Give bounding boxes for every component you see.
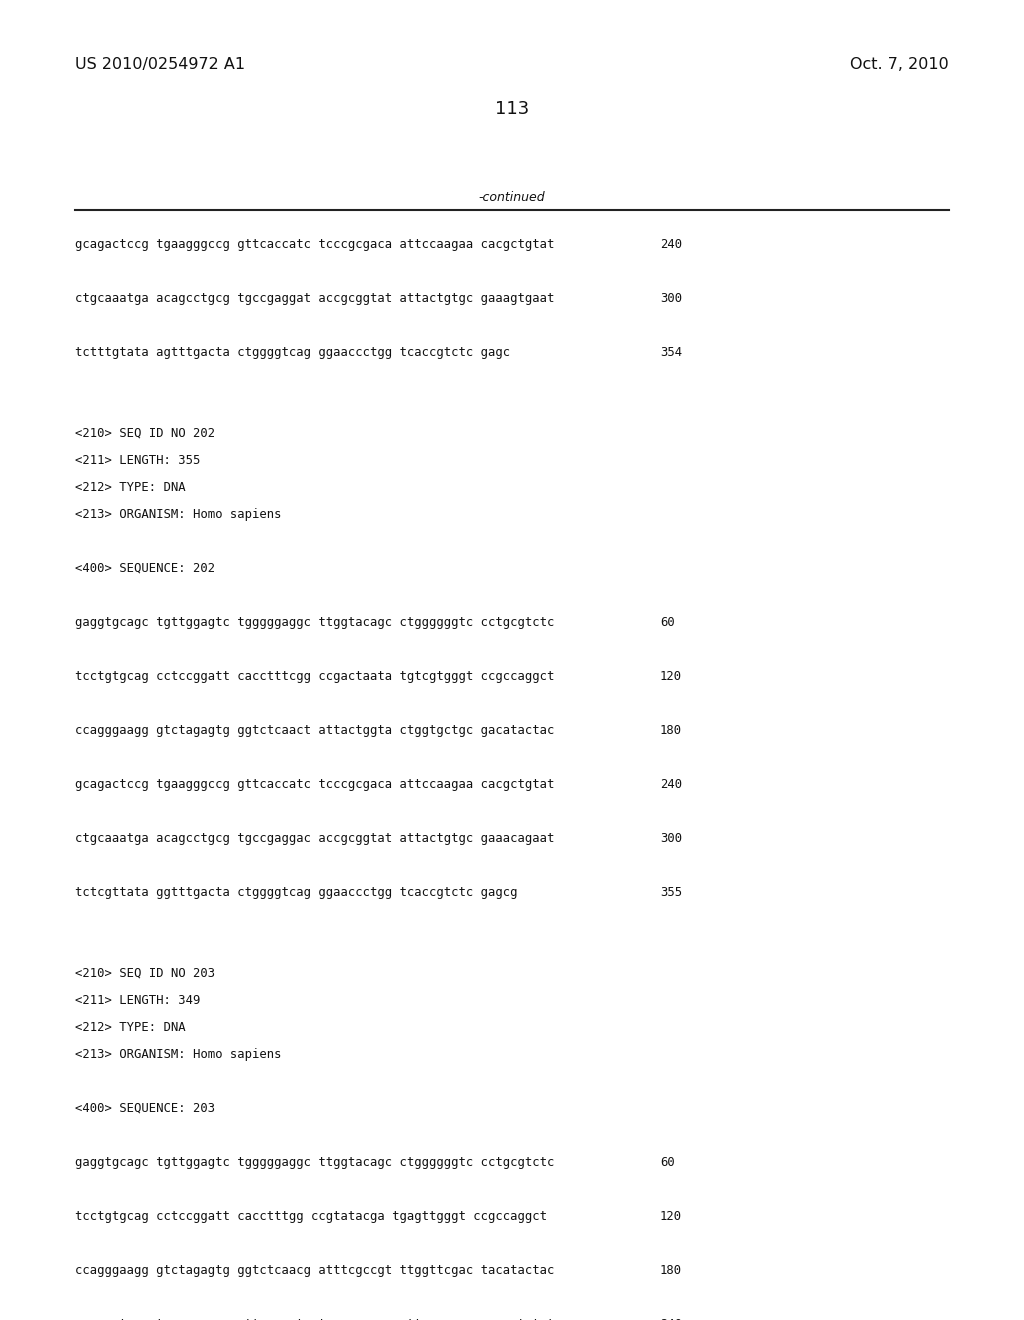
Text: tctttgtata agtttgacta ctggggtcag ggaaccctgg tcaccgtctc gagc: tctttgtata agtttgacta ctggggtcag ggaaccc…: [75, 346, 510, 359]
Text: <213> ORGANISM: Homo sapiens: <213> ORGANISM: Homo sapiens: [75, 1048, 282, 1061]
Text: 180: 180: [660, 723, 682, 737]
Text: gaggtgcagc tgttggagtc tgggggaggc ttggtacagc ctggggggtc cctgcgtctc: gaggtgcagc tgttggagtc tgggggaggc ttggtac…: [75, 616, 554, 630]
Text: 120: 120: [660, 671, 682, 682]
Text: <400> SEQUENCE: 202: <400> SEQUENCE: 202: [75, 562, 215, 576]
Text: <400> SEQUENCE: 203: <400> SEQUENCE: 203: [75, 1102, 215, 1115]
Text: ccagggaagg gtctagagtg ggtctcaacg atttcgccgt ttggttcgac tacatactac: ccagggaagg gtctagagtg ggtctcaacg atttcgc…: [75, 1265, 554, 1276]
Text: gcagactccg tgaagggccg gttcaccatc tcccgcgaca attccaagaa cacgctgtat: gcagactccg tgaagggccg gttcaccatc tcccgcg…: [75, 238, 554, 251]
Text: 180: 180: [660, 1265, 682, 1276]
Text: tcctgtgcag cctccggatt cacctttgg ccgtatacga tgagttgggt ccgccaggct: tcctgtgcag cctccggatt cacctttgg ccgtatac…: [75, 1210, 547, 1224]
Text: 354: 354: [660, 346, 682, 359]
Text: 113: 113: [495, 100, 529, 117]
Text: ccagggaagg gtctagagtg ggtctcaact attactggta ctggtgctgc gacatactac: ccagggaagg gtctagagtg ggtctcaact attactg…: [75, 723, 554, 737]
Text: 60: 60: [660, 1156, 675, 1170]
Text: 355: 355: [660, 886, 682, 899]
Text: gcagactccg tgaagggccg gttcaccatc tcccgcgaca attccaagaa cacgctgtat: gcagactccg tgaagggccg gttcaccatc tcccgcg…: [75, 777, 554, 791]
Text: <211> LENGTH: 355: <211> LENGTH: 355: [75, 454, 201, 467]
Text: US 2010/0254972 A1: US 2010/0254972 A1: [75, 57, 245, 73]
Text: tcctgtgcag cctccggatt cacctttcgg ccgactaata tgtcgtgggt ccgccaggct: tcctgtgcag cctccggatt cacctttcgg ccgacta…: [75, 671, 554, 682]
Text: gaggtgcagc tgttggagtc tgggggaggc ttggtacagc ctggggggtc cctgcgtctc: gaggtgcagc tgttggagtc tgggggaggc ttggtac…: [75, 1156, 554, 1170]
Text: <212> TYPE: DNA: <212> TYPE: DNA: [75, 480, 185, 494]
Text: ctgcaaatga acagcctgcg tgccgaggat accgcggtat attactgtgc gaaagtgaat: ctgcaaatga acagcctgcg tgccgaggat accgcgg…: [75, 292, 554, 305]
Text: 240: 240: [660, 1317, 682, 1320]
Text: 120: 120: [660, 1210, 682, 1224]
Text: <211> LENGTH: 349: <211> LENGTH: 349: [75, 994, 201, 1007]
Text: 240: 240: [660, 777, 682, 791]
Text: 300: 300: [660, 832, 682, 845]
Text: 240: 240: [660, 238, 682, 251]
Text: -continued: -continued: [478, 191, 546, 205]
Text: <213> ORGANISM: Homo sapiens: <213> ORGANISM: Homo sapiens: [75, 508, 282, 521]
Text: gcagactccg tgaagggccg gttcaccatc tcccgcgaca attccaagaa cacgctgtat: gcagactccg tgaagggccg gttcaccatc tcccgcg…: [75, 1317, 554, 1320]
Text: tctcgttata ggtttgacta ctggggtcag ggaaccctgg tcaccgtctc gagcg: tctcgttata ggtttgacta ctggggtcag ggaaccc…: [75, 886, 517, 899]
Text: 60: 60: [660, 616, 675, 630]
Text: <210> SEQ ID NO 202: <210> SEQ ID NO 202: [75, 426, 215, 440]
Text: ctgcaaatga acagcctgcg tgccgaggac accgcggtat attactgtgc gaaacagaat: ctgcaaatga acagcctgcg tgccgaggac accgcgg…: [75, 832, 554, 845]
Text: <212> TYPE: DNA: <212> TYPE: DNA: [75, 1020, 185, 1034]
Text: 300: 300: [660, 292, 682, 305]
Text: Oct. 7, 2010: Oct. 7, 2010: [850, 57, 949, 73]
Text: <210> SEQ ID NO 203: <210> SEQ ID NO 203: [75, 968, 215, 979]
